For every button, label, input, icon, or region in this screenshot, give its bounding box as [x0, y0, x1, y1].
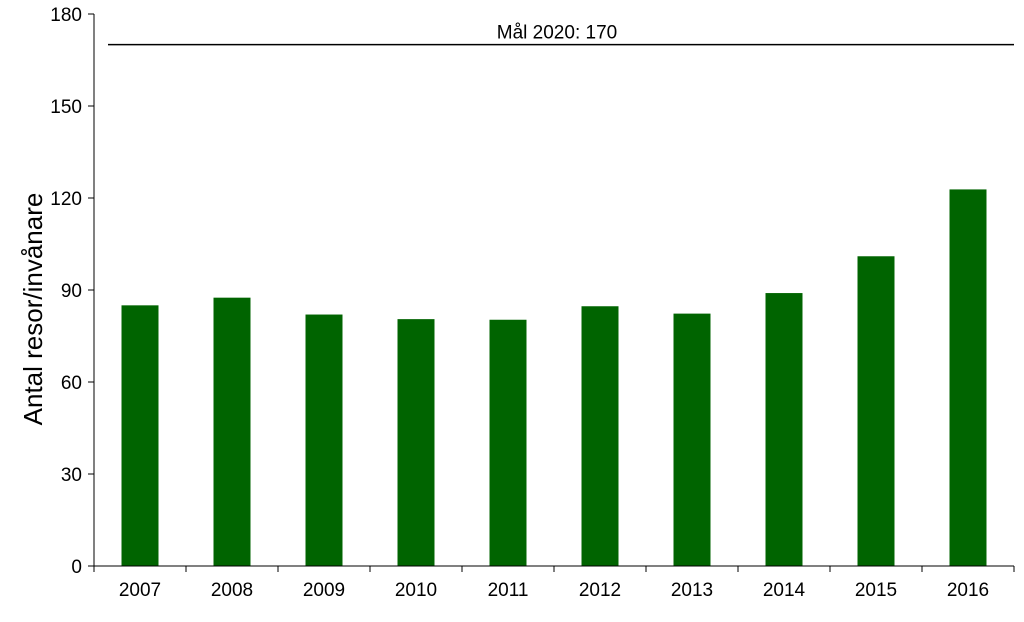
x-tick-label: 2010 [395, 580, 437, 601]
bar-2012 [581, 306, 619, 566]
y-ticks: 0 30 60 90 120 150 180 [50, 5, 94, 578]
bar-2014 [765, 293, 803, 566]
bar-2016 [949, 189, 987, 566]
bar-2015 [857, 256, 895, 566]
x-tick-label: 2016 [947, 580, 989, 601]
x-tick-label: 2014 [763, 580, 806, 601]
bar-2009 [305, 314, 343, 566]
goal-label: Mål 2020: 170 [497, 23, 617, 44]
x-ticks: 2007 2008 2009 2010 2011 2012 2013 2014 2015 2016 [93, 566, 1015, 601]
y-tick-label: 90 [61, 281, 82, 302]
y-tick-label: 60 [61, 373, 82, 394]
y-tick-label: 120 [50, 189, 82, 210]
x-tick-label: 2009 [303, 580, 345, 601]
y-tick-label: 30 [61, 465, 82, 486]
bar-2011 [489, 319, 527, 566]
bars-layer [121, 189, 987, 566]
y-tick-label: 180 [50, 5, 82, 26]
goal-reference: Mål 2020: 170 [108, 23, 1014, 46]
bar-2008 [213, 297, 251, 566]
bar-2007 [121, 305, 159, 566]
bar-2010 [397, 319, 435, 566]
y-tick-label: 0 [71, 557, 82, 578]
x-tick-label: 2013 [671, 580, 713, 601]
y-tick-label: 150 [50, 97, 82, 118]
bar-2013 [673, 313, 711, 566]
y-axis-title: Antal resor/invånare [18, 193, 48, 426]
x-tick-label: 2007 [119, 580, 161, 601]
x-tick-label: 2011 [488, 580, 529, 601]
x-tick-label: 2015 [855, 580, 897, 601]
x-tick-label: 2012 [579, 580, 621, 601]
x-tick-label: 2008 [211, 580, 253, 601]
